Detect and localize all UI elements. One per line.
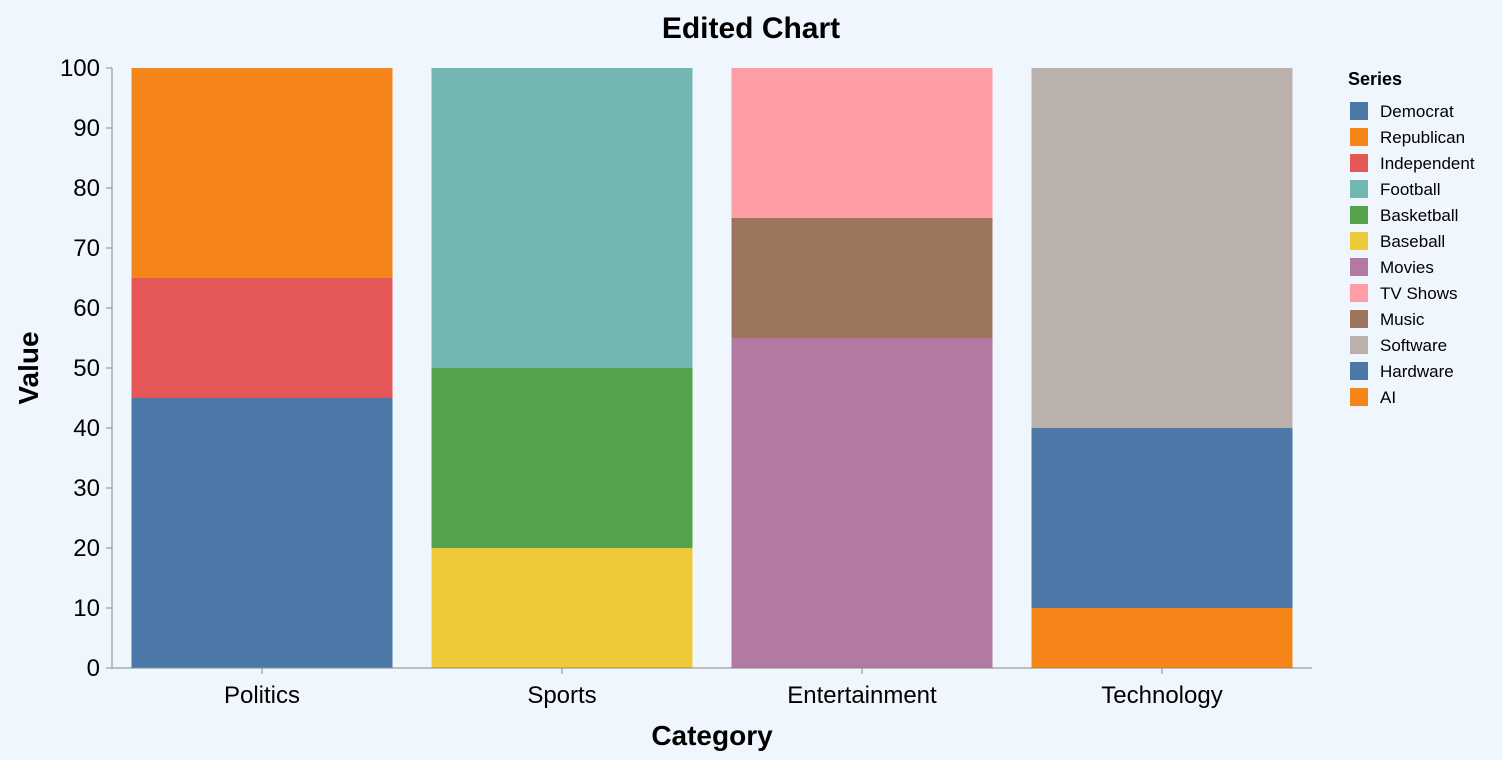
bar-entertainment-movies (731, 338, 993, 668)
bar-entertainment-tv-shows (731, 68, 993, 218)
bar-sports-baseball (431, 548, 693, 668)
x-tick-label: Technology (1101, 682, 1222, 709)
y-tick-label: 40 (73, 415, 100, 442)
bar-sports-football (431, 68, 693, 368)
legend-label: Basketball (1380, 206, 1458, 225)
bar-technology-hardware (1031, 428, 1293, 608)
y-tick-label: 30 (73, 475, 100, 502)
y-tick-label: 70 (73, 235, 100, 262)
x-tick-label: Entertainment (787, 682, 937, 709)
legend-label: Democrat (1380, 102, 1454, 121)
legend-swatch (1350, 206, 1368, 224)
legend-label: Baseball (1380, 232, 1445, 251)
y-tick-label: 60 (73, 295, 100, 322)
chart-title: Edited Chart (662, 12, 840, 45)
bar-technology-software (1031, 68, 1293, 428)
legend-label: Independent (1380, 154, 1475, 173)
legend: Series Democrat Republican Independent Foot… (1348, 69, 1475, 407)
x-tick-label: Sports (527, 682, 596, 709)
legend-label: Republican (1380, 128, 1465, 147)
legend-swatch (1350, 128, 1368, 146)
y-tick-label: 20 (73, 535, 100, 562)
legend-label: Music (1380, 310, 1425, 329)
legend-label: TV Shows (1380, 284, 1457, 303)
legend-swatch (1350, 284, 1368, 302)
y-tick-label: 0 (87, 655, 100, 682)
x-tick-label: Politics (224, 682, 300, 709)
legend-label: Football (1380, 180, 1440, 199)
legend-label: Software (1380, 336, 1447, 355)
y-tick-label: 90 (73, 115, 100, 142)
legend-label: Hardware (1380, 362, 1454, 381)
bar-politics-democrat (131, 398, 393, 668)
bar-entertainment-music (731, 218, 993, 338)
legend-swatch (1350, 258, 1368, 276)
legend-label: AI (1380, 388, 1396, 407)
legend-swatch (1350, 180, 1368, 198)
bars (131, 68, 1293, 668)
legend-title: Series (1348, 69, 1402, 89)
axes: 0 10 20 30 40 50 60 70 80 90 100 Politics Sports Ente… (60, 55, 1312, 709)
legend-swatch (1350, 232, 1368, 250)
y-tick-label: 50 (73, 355, 100, 382)
legend-swatch (1350, 154, 1368, 172)
bar-sports-basketball (431, 368, 693, 548)
legend-swatch (1350, 336, 1368, 354)
bar-politics-republican (131, 68, 393, 278)
y-tick-label: 100 (60, 55, 100, 82)
x-axis-title: Category (651, 720, 773, 751)
legend-swatch (1350, 102, 1368, 120)
y-tick-label: 80 (73, 175, 100, 202)
y-tick-label: 10 (73, 595, 100, 622)
bar-politics-independent (131, 278, 393, 398)
legend-swatch (1350, 310, 1368, 328)
y-axis-title: Value (13, 331, 44, 404)
legend-label: Movies (1380, 258, 1434, 277)
bar-technology-ai (1031, 608, 1293, 668)
legend-swatch (1350, 388, 1368, 406)
legend-swatch (1350, 362, 1368, 380)
